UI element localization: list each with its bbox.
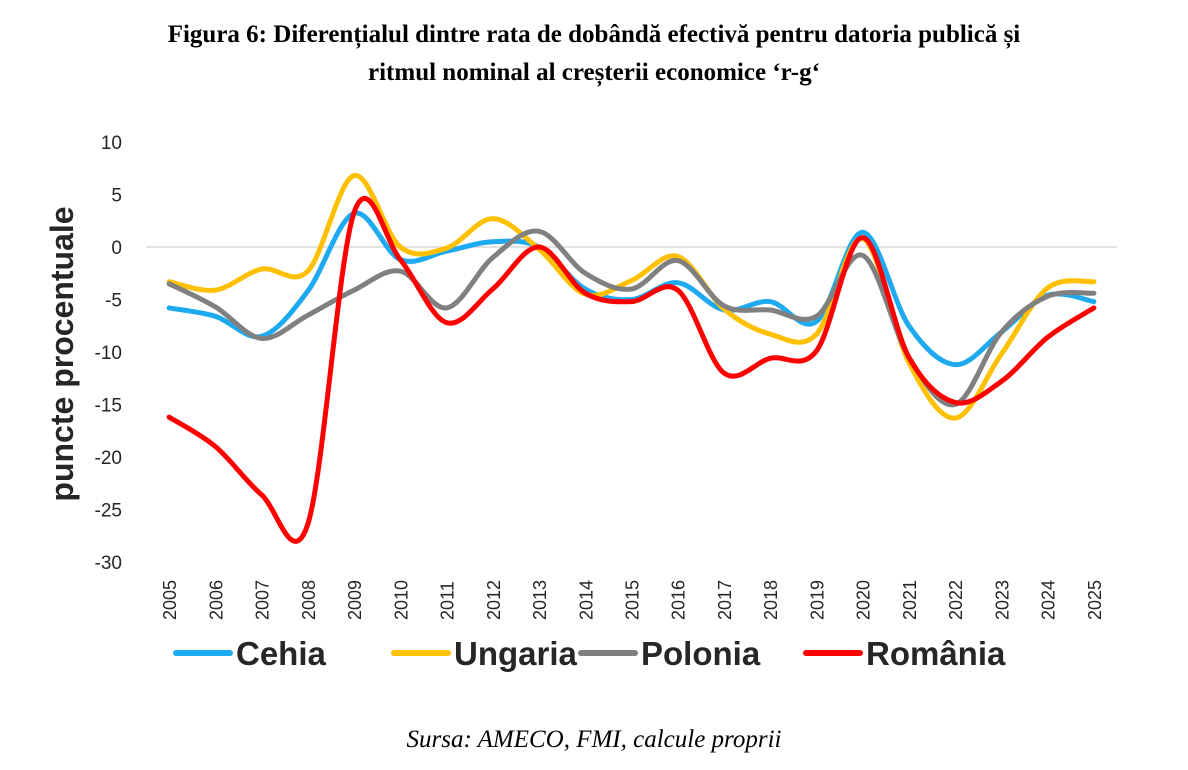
x-axis-tick-labels: 2005 2006 2007 2008 2009 2010 2011 2012 2013 2014… — [160, 580, 1105, 620]
x-tick-label: 2011 — [438, 581, 458, 620]
x-tick-label: 2019 — [807, 580, 827, 620]
source-note: Sursa: AMECO, FMI, calcule proprii — [406, 726, 782, 753]
x-tick-label: 2014 — [576, 580, 596, 620]
series-line-romania — [166, 195, 1097, 544]
x-tick-label: 2024 — [1039, 580, 1059, 620]
figure-title-line-2: ritmul nominal al creșterii economice ‘r… — [368, 59, 820, 86]
x-tick-label: 2025 — [1085, 580, 1105, 620]
x-tick-label: 2006 — [206, 580, 226, 620]
y-tick-label: 5 — [111, 186, 122, 207]
x-tick-label: 2009 — [345, 580, 365, 620]
series-lines — [166, 173, 1097, 544]
x-tick-label: 2005 — [160, 580, 180, 620]
x-tick-label: 2017 — [715, 580, 735, 620]
y-tick-label: -30 — [95, 553, 122, 574]
legend-label-polonia: Polonia — [641, 635, 761, 672]
x-tick-label: 2023 — [992, 580, 1012, 620]
y-tick-label: 10 — [101, 133, 122, 154]
x-tick-label: 2016 — [669, 580, 689, 620]
series-line-polonia — [166, 228, 1097, 408]
y-tick-label: -20 — [95, 448, 122, 469]
x-tick-label: 2015 — [623, 580, 643, 620]
y-tick-label: -15 — [95, 396, 122, 417]
legend: Cehia Ungaria Polonia România — [173, 635, 1006, 672]
series-line-ungaria — [166, 173, 1097, 421]
y-tick-label: -25 — [95, 501, 122, 522]
x-tick-label: 2018 — [761, 580, 781, 620]
figure-title-line-1: Figura 6: Diferențialul dintre rata de d… — [167, 21, 1021, 48]
x-tick-label: 2013 — [530, 580, 550, 620]
x-tick-label: 2008 — [299, 580, 319, 620]
x-tick-label: 2012 — [484, 580, 504, 620]
x-tick-label: 2020 — [854, 580, 874, 620]
legend-label-cehia: Cehia — [236, 635, 327, 672]
legend-label-romania: România — [866, 635, 1006, 672]
x-tick-label: 2022 — [946, 580, 966, 620]
y-tick-label: -10 — [95, 343, 122, 364]
x-tick-label: 2021 — [900, 580, 920, 620]
y-tick-label: -5 — [105, 291, 122, 312]
y-tick-label: 0 — [111, 238, 122, 259]
y-axis-label: puncte procentuale — [44, 206, 80, 501]
y-axis-tick-labels: 10 5 0 -5 -10 -15 -20 -25 -30 — [95, 133, 122, 574]
legend-label-ungaria: Ungaria — [454, 635, 578, 672]
x-tick-label: 2007 — [253, 580, 273, 620]
figure-title: Figura 6: Diferențialul dintre rata de d… — [0, 16, 1188, 92]
x-tick-label: 2010 — [391, 580, 411, 620]
